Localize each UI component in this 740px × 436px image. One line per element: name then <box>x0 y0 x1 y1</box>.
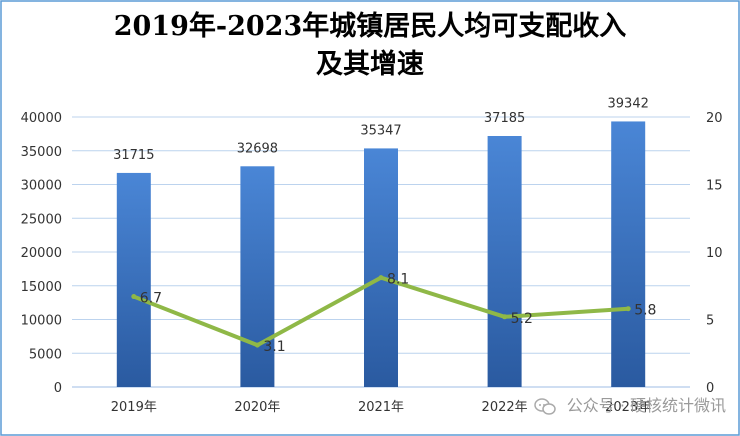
x-tick-label: 2023年 <box>605 400 651 415</box>
growth-rate-label: 8.1 <box>387 272 409 288</box>
y-right-tick-label: 15 <box>706 179 723 194</box>
growth-rate-point <box>502 314 508 320</box>
y-left-tick-label: 40000 <box>21 111 62 126</box>
growth-rate-point <box>625 306 631 312</box>
bar <box>611 121 646 387</box>
y-left-tick-label: 0 <box>54 381 62 396</box>
x-tick-label: 2021年 <box>358 400 404 415</box>
growth-rate-point <box>131 294 137 300</box>
y-left-tick-label: 25000 <box>21 212 62 227</box>
y-left-tick-label: 35000 <box>21 145 62 160</box>
y-left-tick-label: 30000 <box>21 179 62 194</box>
growth-rate-point <box>254 342 260 348</box>
y-right-tick-label: 20 <box>706 111 723 126</box>
growth-rate-label: 5.2 <box>511 311 533 327</box>
chart-title-line1: 2019年-2023年城镇居民人均可支配收入 <box>113 11 627 42</box>
y-right-tick-label: 5 <box>706 314 714 329</box>
bar <box>116 172 151 387</box>
chart-title: 2019年-2023年城镇居民人均可支配收入 及其增速 <box>0 8 740 84</box>
x-tick-label: 2020年 <box>234 400 280 415</box>
watermark-text: 公众号 · 硬核统计微讯 <box>566 396 726 415</box>
growth-rate-label: 3.1 <box>263 339 285 355</box>
y-right-tick-label: 0 <box>706 381 714 396</box>
y-left-tick-label: 15000 <box>21 280 62 295</box>
bar-value-label: 31715 <box>113 148 154 163</box>
x-tick-label: 2019年 <box>111 400 157 415</box>
bar-value-label: 35347 <box>360 123 401 138</box>
bar-value-label: 37185 <box>484 111 525 126</box>
x-tick-label: 2022年 <box>482 400 528 415</box>
y-left-tick-label: 10000 <box>21 314 62 329</box>
chat-bubble-icon <box>533 397 556 415</box>
growth-rate-point <box>378 275 384 281</box>
y-left-tick-label: 20000 <box>21 246 62 261</box>
bar-value-label: 32698 <box>237 141 278 156</box>
chart-title-line2: 及其增速 <box>316 49 424 80</box>
watermark: 公众号 · 硬核统计微讯 <box>533 392 726 416</box>
bar <box>364 148 398 387</box>
bar <box>240 166 275 387</box>
y-right-tick-label: 10 <box>706 246 723 261</box>
growth-rate-label: 5.8 <box>634 303 656 319</box>
bar <box>487 136 522 387</box>
y-left-tick-label: 5000 <box>29 347 62 362</box>
growth-rate-label: 6.7 <box>140 291 162 307</box>
bar-value-label: 39342 <box>608 96 649 111</box>
